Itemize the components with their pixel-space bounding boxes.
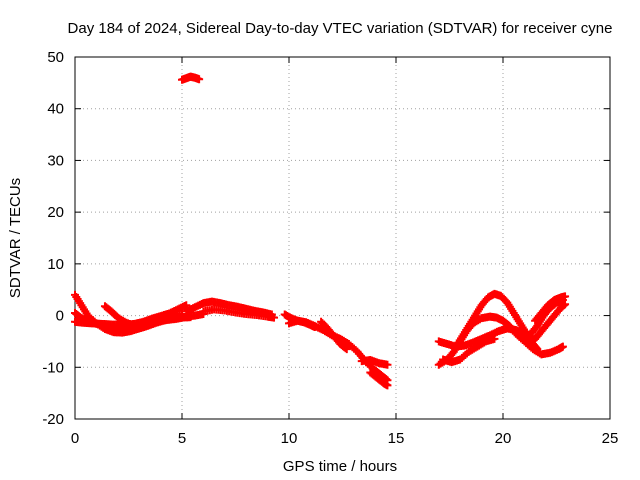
grid-lines: [75, 57, 610, 419]
data-point: [490, 334, 499, 343]
series-19: [531, 292, 570, 325]
series-11: [357, 356, 392, 369]
x-tick-label-4: 20: [495, 430, 512, 447]
series-14: [451, 289, 542, 354]
chart-title: Day 184 of 2024, Sidereal Day-to-day VTE…: [68, 20, 613, 37]
x-tick-label-1: 5: [178, 430, 186, 447]
x-axis-label: GPS time / hours: [283, 458, 397, 475]
y-tick-label-3: 10: [47, 256, 64, 273]
x-tick-label-5: 25: [602, 430, 619, 447]
x-axis-ticks: [74, 57, 611, 419]
y-axis-label: SDTVAR / TECUs: [7, 178, 24, 298]
series-7: [199, 305, 279, 322]
data-point: [561, 300, 570, 309]
series-5: [178, 72, 204, 84]
y-tick-label-0: -20: [42, 411, 64, 428]
x-tick-label-2: 10: [281, 430, 298, 447]
data-point: [342, 345, 351, 354]
y-axis-tick-labels: -20 -10 0 10 20 30 40 50: [42, 49, 64, 428]
data-point: [561, 292, 570, 301]
y-tick-label-6: 40: [47, 101, 64, 118]
data-point: [558, 342, 567, 351]
y-tick-label-4: 20: [47, 204, 64, 221]
data-point: [341, 344, 350, 353]
plot-frame: [74, 56, 611, 420]
y-axis-ticks: [75, 56, 610, 420]
x-tick-label-3: 15: [388, 430, 405, 447]
y-tick-label-1: -10: [42, 359, 64, 376]
data-point: [383, 360, 392, 369]
series-16: [439, 334, 499, 367]
x-tick-label-0: 0: [71, 430, 79, 447]
data-point: [383, 381, 392, 390]
series-12: [366, 368, 392, 390]
series-10: [317, 317, 351, 354]
y-tick-label-2: 0: [56, 308, 64, 325]
data-point: [195, 75, 204, 84]
series-18: [524, 300, 570, 349]
x-axis-tick-labels: 0 5 10 15 20 25: [71, 430, 619, 447]
data-point: [270, 313, 279, 322]
data-point: [533, 345, 542, 354]
data-series: [71, 72, 570, 390]
y-tick-label-7: 50: [47, 49, 64, 66]
y-tick-label-5: 30: [47, 152, 64, 169]
series-17: [520, 296, 567, 343]
